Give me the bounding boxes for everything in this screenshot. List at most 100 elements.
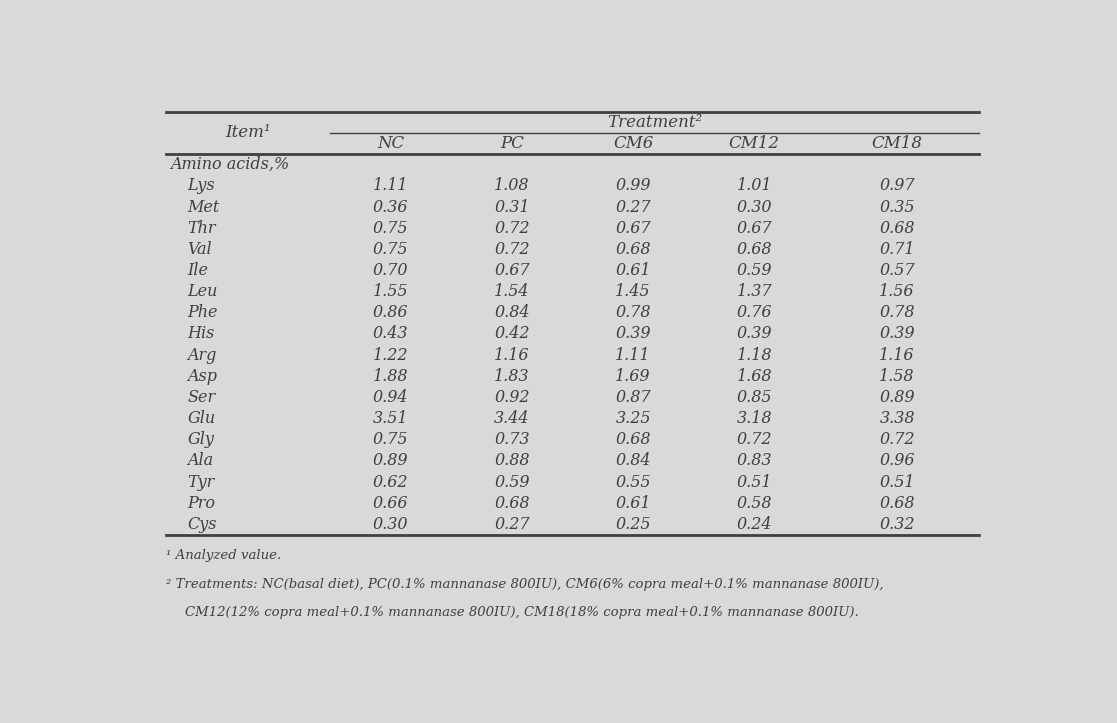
Text: 1.22: 1.22 xyxy=(373,346,409,364)
Text: 1.54: 1.54 xyxy=(494,283,529,300)
Text: 0.75: 0.75 xyxy=(373,220,409,236)
Text: 0.24: 0.24 xyxy=(736,515,772,533)
Text: PC: PC xyxy=(500,135,524,152)
Text: 0.76: 0.76 xyxy=(736,304,772,321)
Text: 0.68: 0.68 xyxy=(615,241,651,258)
Text: 1.69: 1.69 xyxy=(615,368,651,385)
Text: Phe: Phe xyxy=(188,304,218,321)
Text: Ala: Ala xyxy=(188,453,213,469)
Text: 0.72: 0.72 xyxy=(494,241,529,258)
Text: 0.27: 0.27 xyxy=(615,199,651,215)
Text: 0.61: 0.61 xyxy=(615,262,651,279)
Text: CM12(12% copra meal+0.1% mannanase 800IU), CM18(18% copra meal+0.1% mannanase 80: CM12(12% copra meal+0.1% mannanase 800IU… xyxy=(184,606,858,619)
Text: Ile: Ile xyxy=(188,262,208,279)
Text: 1.45: 1.45 xyxy=(615,283,651,300)
Text: 0.61: 0.61 xyxy=(615,495,651,512)
Text: Amino acids,%: Amino acids,% xyxy=(170,156,289,174)
Text: Glu: Glu xyxy=(188,410,216,427)
Text: 0.71: 0.71 xyxy=(879,241,915,258)
Text: 0.70: 0.70 xyxy=(373,262,409,279)
Text: Tyr: Tyr xyxy=(188,474,214,490)
Text: 0.39: 0.39 xyxy=(615,325,651,343)
Text: Val: Val xyxy=(188,241,212,258)
Text: 0.35: 0.35 xyxy=(879,199,915,215)
Text: 0.75: 0.75 xyxy=(373,431,409,448)
Text: 0.30: 0.30 xyxy=(736,199,772,215)
Text: 1.55: 1.55 xyxy=(373,283,409,300)
Text: 0.75: 0.75 xyxy=(373,241,409,258)
Text: NC: NC xyxy=(378,135,404,152)
Text: 0.31: 0.31 xyxy=(494,199,529,215)
Text: 1.83: 1.83 xyxy=(494,368,529,385)
Text: 3.44: 3.44 xyxy=(494,410,529,427)
Text: 0.68: 0.68 xyxy=(879,495,915,512)
Text: Cys: Cys xyxy=(188,515,217,533)
Text: 1.11: 1.11 xyxy=(373,177,409,194)
Text: 0.72: 0.72 xyxy=(494,220,529,236)
Text: 1.18: 1.18 xyxy=(736,346,772,364)
Text: Lys: Lys xyxy=(188,177,214,194)
Text: 0.89: 0.89 xyxy=(879,389,915,406)
Text: 0.30: 0.30 xyxy=(373,515,409,533)
Text: 1.16: 1.16 xyxy=(494,346,529,364)
Text: 0.97: 0.97 xyxy=(879,177,915,194)
Text: 0.86: 0.86 xyxy=(373,304,409,321)
Text: 0.72: 0.72 xyxy=(879,431,915,448)
Text: 1.88: 1.88 xyxy=(373,368,409,385)
Text: Leu: Leu xyxy=(188,283,218,300)
Text: 1.37: 1.37 xyxy=(736,283,772,300)
Text: 1.68: 1.68 xyxy=(736,368,772,385)
Text: 0.62: 0.62 xyxy=(373,474,409,490)
Text: 0.68: 0.68 xyxy=(879,220,915,236)
Text: Gly: Gly xyxy=(188,431,214,448)
Text: CM6: CM6 xyxy=(613,135,653,152)
Text: ² Treatments: NC(basal diet), PC(0.1% mannanase 800IU), CM6(6% copra meal+0.1% m: ² Treatments: NC(basal diet), PC(0.1% ma… xyxy=(165,578,884,591)
Text: CM12: CM12 xyxy=(728,135,780,152)
Text: 0.78: 0.78 xyxy=(879,304,915,321)
Text: 0.67: 0.67 xyxy=(615,220,651,236)
Text: 0.43: 0.43 xyxy=(373,325,409,343)
Text: 0.72: 0.72 xyxy=(736,431,772,448)
Text: CM18: CM18 xyxy=(871,135,923,152)
Text: 0.42: 0.42 xyxy=(494,325,529,343)
Text: 0.84: 0.84 xyxy=(615,453,651,469)
Text: 0.83: 0.83 xyxy=(736,453,772,469)
Text: 0.73: 0.73 xyxy=(494,431,529,448)
Text: 0.51: 0.51 xyxy=(879,474,915,490)
Text: 3.18: 3.18 xyxy=(736,410,772,427)
Text: 3.25: 3.25 xyxy=(615,410,651,427)
Text: 0.57: 0.57 xyxy=(879,262,915,279)
Text: 0.39: 0.39 xyxy=(736,325,772,343)
Text: 0.94: 0.94 xyxy=(373,389,409,406)
Text: 0.78: 0.78 xyxy=(615,304,651,321)
Text: 0.85: 0.85 xyxy=(736,389,772,406)
Text: 0.88: 0.88 xyxy=(494,453,529,469)
Text: Asp: Asp xyxy=(188,368,217,385)
Text: 3.38: 3.38 xyxy=(879,410,915,427)
Text: Treatment²: Treatment² xyxy=(608,114,703,131)
Text: 0.32: 0.32 xyxy=(879,515,915,533)
Text: 0.99: 0.99 xyxy=(615,177,651,194)
Text: 0.39: 0.39 xyxy=(879,325,915,343)
Text: Item¹: Item¹ xyxy=(226,124,270,142)
Text: Ser: Ser xyxy=(188,389,216,406)
Text: 0.67: 0.67 xyxy=(494,262,529,279)
Text: Met: Met xyxy=(188,199,219,215)
Text: 1.58: 1.58 xyxy=(879,368,915,385)
Text: 1.56: 1.56 xyxy=(879,283,915,300)
Text: 0.67: 0.67 xyxy=(736,220,772,236)
Text: 0.59: 0.59 xyxy=(736,262,772,279)
Text: His: His xyxy=(188,325,214,343)
Text: 0.66: 0.66 xyxy=(373,495,409,512)
Text: 0.55: 0.55 xyxy=(615,474,651,490)
Text: 0.25: 0.25 xyxy=(615,515,651,533)
Text: 1.11: 1.11 xyxy=(615,346,651,364)
Text: 0.87: 0.87 xyxy=(615,389,651,406)
Text: 0.51: 0.51 xyxy=(736,474,772,490)
Text: 0.89: 0.89 xyxy=(373,453,409,469)
Text: 0.58: 0.58 xyxy=(736,495,772,512)
Text: 0.68: 0.68 xyxy=(494,495,529,512)
Text: 0.96: 0.96 xyxy=(879,453,915,469)
Text: Pro: Pro xyxy=(188,495,216,512)
Text: 0.92: 0.92 xyxy=(494,389,529,406)
